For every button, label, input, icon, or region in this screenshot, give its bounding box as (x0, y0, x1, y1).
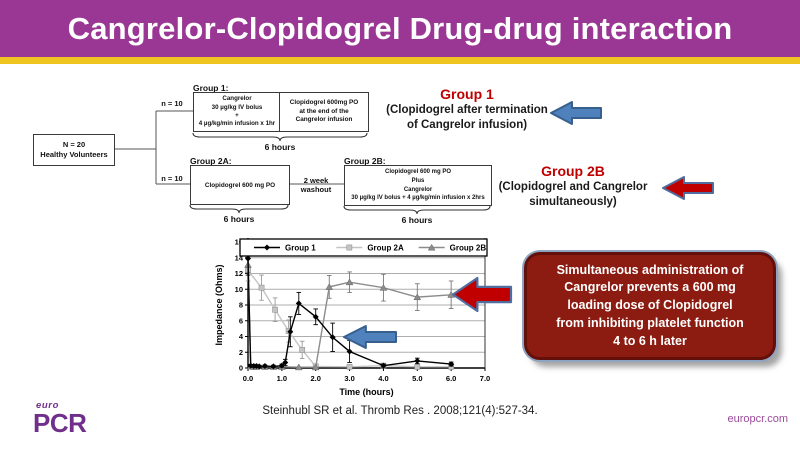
svg-text:2: 2 (239, 348, 243, 357)
conclusion-text: Simultaneous administration of Cangrelor… (556, 262, 744, 348)
svg-text:Group 2B: Group 2B (450, 243, 487, 252)
group1-annotation: Group 1 (Clopidogrel after termination o… (372, 86, 562, 133)
group2a-box: Clopidogrel 600 mg PO (190, 165, 290, 205)
svg-text:3.0: 3.0 (344, 374, 354, 383)
chart-legend: Group 1 Group 2A Group 2B (239, 238, 488, 257)
svg-text:6.0: 6.0 (446, 374, 456, 383)
group2b-annotation-title: Group 2B (541, 163, 605, 179)
group1-duration: 6 hours (264, 142, 296, 152)
header-bar: Cangrelor-Clopidogrel Drug-drug interact… (0, 0, 800, 57)
group1-clopidogrel-box: Clopidogrel 600mg PO at the end of the C… (279, 92, 369, 132)
svg-text:10: 10 (235, 285, 243, 294)
group2b-annotation-subtitle: (Clopidogrel and Cangrelor simultaneousl… (498, 181, 648, 208)
svg-text:4: 4 (239, 332, 244, 341)
svg-text:Impedance (Ohms): Impedance (Ohms) (215, 264, 224, 345)
svg-text:Group 2A: Group 2A (367, 243, 404, 252)
svg-text:16: 16 (235, 238, 243, 247)
group2b-label: Group 2B: (344, 156, 386, 166)
blue-left-arrow-icon (550, 101, 602, 125)
svg-text:4.0: 4.0 (378, 374, 388, 383)
svg-text:Time (hours): Time (hours) (339, 387, 393, 397)
svg-text:14: 14 (235, 253, 244, 262)
svg-text:5.0: 5.0 (412, 374, 422, 383)
group2a-duration: 6 hours (223, 214, 255, 224)
svg-text:12: 12 (235, 269, 243, 278)
svg-text:0: 0 (239, 364, 243, 373)
impedance-chart: 0 2 4 6 8 10 12 14 16 0.0 1.0 2.0 3.0 4.0 5.0 6.0 7.0 Tim… (215, 238, 513, 397)
group1-cangrelor-box: Cangrelor 30 µg/kg IV bolus + 4 µg/kg/mi… (193, 92, 281, 132)
group2b-box: Clopidogrel 600 mg PO Plus Cangrelor 30 … (344, 165, 492, 206)
n10-bottom-label: n = 10 (161, 174, 183, 183)
svg-text:0.0: 0.0 (243, 374, 253, 383)
website-link[interactable]: europcr.com (727, 413, 788, 425)
n10-top-label: n = 10 (161, 99, 183, 108)
page-title: Cangrelor-Clopidogrel Drug-drug interact… (67, 10, 733, 46)
svg-text:7.0: 7.0 (480, 374, 490, 383)
group2b-duration: 6 hours (401, 215, 433, 225)
svg-text:2.0: 2.0 (310, 374, 320, 383)
svg-text:1.0: 1.0 (277, 374, 287, 383)
svg-text:6: 6 (239, 316, 243, 325)
series-group-1 (245, 241, 455, 370)
red-left-arrow-icon (662, 176, 714, 200)
volunteers-box: N = 20 Healthy Volunteers (33, 134, 115, 166)
svg-text:Group 1: Group 1 (285, 243, 316, 252)
logo-pcr-text: PCR (33, 407, 87, 438)
group1-annotation-subtitle: (Clopidogrel after termination of Cangre… (386, 104, 548, 131)
svg-text:8: 8 (239, 301, 243, 310)
group1-annotation-title: Group 1 (440, 86, 494, 102)
logo-euro-text: euro (36, 400, 59, 411)
accent-stripe (0, 57, 800, 64)
group1-label: Group 1: (193, 83, 229, 93)
citation: Steinhubl SR et al. Thromb Res . 2008;12… (262, 405, 538, 417)
chart-blue-arrow-icon (343, 325, 397, 349)
group2a-label: Group 2A: (190, 156, 232, 166)
conclusion-box: Simultaneous administration of Cangrelor… (524, 252, 776, 360)
chart-red-arrow-icon (451, 276, 513, 313)
euro-pcr-logo: euro PCR (33, 400, 87, 438)
group2b-annotation: Group 2B (Clopidogrel and Cangrelor simu… (478, 163, 668, 210)
washout-label: 2 week washout (300, 176, 332, 195)
